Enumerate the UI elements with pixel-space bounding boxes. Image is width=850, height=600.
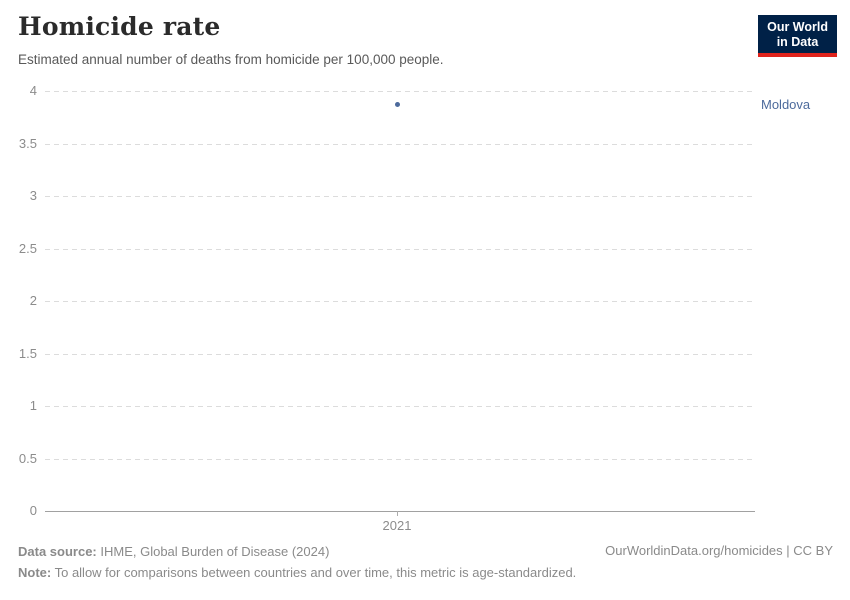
y-tick-label: 2.5 (18, 240, 37, 256)
entity-label-moldova[interactable]: Moldova (761, 96, 811, 112)
chart-title: Homicide rate (18, 12, 221, 41)
y-tick-label: 1.5 (18, 345, 37, 361)
citation-link[interactable]: OurWorldinData.org/homicides | CC BY (605, 543, 833, 558)
data-source-text: IHME, Global Burden of Disease (2024) (96, 544, 330, 559)
gridline (45, 91, 755, 92)
y-tick-label: 1 (29, 398, 37, 413)
data-source-label: Data source: (18, 544, 97, 559)
gridline (45, 196, 755, 197)
x-axis-tick (397, 511, 398, 516)
data-source-line: Data source: IHME, Global Burden of Dise… (18, 541, 576, 562)
y-tick-label: 3 (29, 188, 37, 203)
y-tick-label: 2 (29, 293, 37, 308)
x-axis-line (45, 511, 755, 512)
gridline (45, 458, 755, 460)
y-tick-label: 0.5 (18, 450, 37, 466)
data-point-moldova[interactable] (395, 102, 400, 108)
note-text: To allow for comparisons between countri… (51, 565, 577, 580)
chart-subtitle: Estimated annual number of deaths from h… (18, 52, 444, 67)
owid-logo[interactable]: Our World in Data (758, 15, 837, 57)
owid-logo-line1: Our World (767, 20, 828, 34)
y-tick-label: 4 (29, 83, 37, 98)
gridline (45, 143, 755, 145)
gridline (45, 353, 755, 355)
gridline (45, 406, 755, 407)
x-tick-label: 2021 (382, 518, 412, 533)
owid-logo-line2: in Data (776, 35, 819, 49)
gridline (45, 301, 755, 302)
y-tick-label: 0 (29, 503, 37, 518)
note-line: Note: To allow for comparisons between c… (18, 562, 576, 583)
note-label: Note: (18, 565, 52, 580)
gridline (45, 248, 755, 250)
y-tick-label: 3.5 (18, 135, 37, 151)
